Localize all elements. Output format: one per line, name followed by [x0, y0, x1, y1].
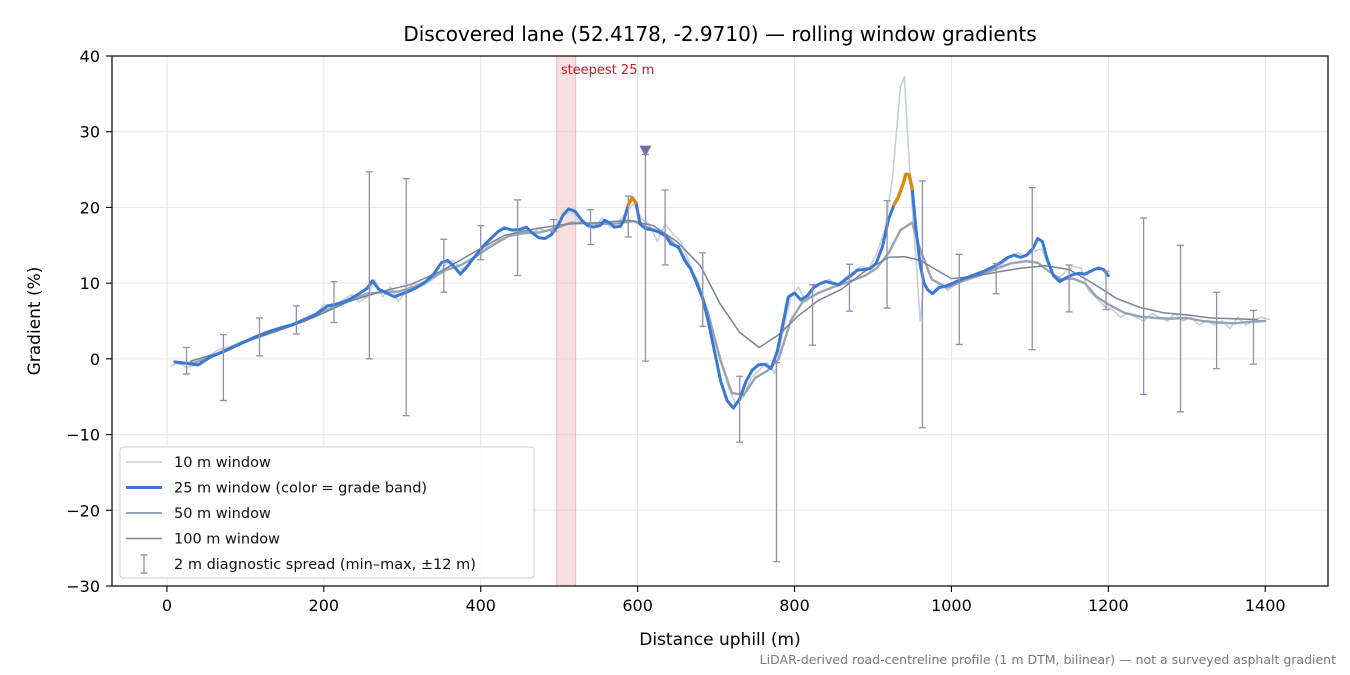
legend-label: 100 m window [174, 532, 280, 548]
spread-bars [183, 153, 1257, 563]
spread-bar-12 [624, 195, 632, 238]
y-tick-label-4: 10 [80, 274, 100, 293]
spread-bar-24 [1028, 187, 1036, 351]
y-tick-label-0: −30 [66, 577, 100, 596]
legend-label: 50 m window [174, 506, 271, 522]
y-axis-title: Gradient (%) [25, 267, 45, 376]
spread-bar-7 [440, 238, 448, 293]
spread-bar-10 [550, 218, 558, 233]
max-marker-layer [639, 145, 652, 157]
x-tick-label-6: 1200 [1088, 596, 1129, 615]
y-tick-label-3: 0 [90, 350, 100, 369]
spread-bar-27 [1140, 217, 1148, 396]
spread-bar-0 [183, 346, 191, 375]
x-tick-label-1: 200 [309, 596, 340, 615]
legend-item-w10: 10 m window [126, 455, 271, 471]
y-axis: −30 −20 −10 0 10 20 30 40 [66, 47, 112, 596]
y-tick-label-6: 30 [80, 123, 100, 142]
x-tick-label-5: 1000 [931, 596, 972, 615]
x-tick-label-2: 400 [465, 596, 496, 615]
legend-box [119, 446, 535, 579]
spread-bar-15 [699, 252, 707, 327]
spread-bar-29 [1213, 291, 1221, 370]
spread-bar-5 [365, 171, 373, 360]
steepest-section-band [556, 55, 577, 587]
series-layer [170, 75, 1270, 410]
series-w25-steep-segment-0 [626, 195, 638, 207]
y-tick-label-5: 20 [80, 198, 100, 217]
legend-label: 10 m window [174, 455, 271, 471]
legend-item-w25: 25 m window (color = grade band) [126, 481, 427, 497]
spread-bar-2 [255, 317, 263, 357]
spread-bar-6 [402, 178, 410, 417]
x-axis-title: Distance uphill (m) [639, 630, 800, 650]
spread-bar-23 [992, 262, 1000, 295]
x-tick-label-4: 800 [779, 596, 810, 615]
y-tick-label-1: −20 [66, 501, 100, 520]
spread-bar-22 [955, 253, 963, 346]
spread-bar-8 [477, 224, 485, 261]
max-marker [639, 145, 652, 157]
series-w25 [173, 172, 1110, 410]
spread-bar-20 [883, 199, 891, 309]
legend-label: 2 m diagnostic spread (min–max, ±12 m) [174, 557, 476, 573]
spread-bar-19 [845, 263, 853, 312]
x-axis: 0 200 400 600 800 1000 1200 1400 [162, 586, 1286, 615]
series-w100 [189, 219, 1259, 362]
legend-label: 25 m window (color = grade band) [174, 481, 427, 497]
x-tick-label-3: 600 [622, 596, 653, 615]
legend-item-w100: 100 m window [126, 532, 280, 548]
spread-bar-1 [219, 333, 227, 402]
spread-bar-26 [1102, 270, 1110, 311]
y-tick-label-7: 40 [80, 47, 100, 66]
spread-bar-3 [292, 305, 300, 335]
legend-item-w50: 50 m window [126, 506, 271, 522]
legend-item-spread: 2 m diagnostic spread (min–max, ±12 m) [140, 554, 476, 574]
series-w25-steep-segment-1 [892, 172, 914, 207]
spread-bar-25 [1065, 264, 1073, 313]
footnote: LiDAR-derived road-centreline profile (1… [760, 652, 1336, 667]
spread-bar-28 [1177, 244, 1185, 413]
x-tick-label-0: 0 [162, 596, 172, 615]
y-tick-label-2: −10 [66, 426, 100, 445]
plot-frame [111, 55, 1329, 587]
spread-bar-30 [1249, 309, 1257, 365]
spread-bar-4 [330, 280, 338, 324]
x-tick-label-7: 1400 [1245, 596, 1286, 615]
legend: 10 m window 25 m window (color = grade ba… [119, 446, 535, 579]
spread-bar-14 [661, 189, 669, 266]
spread-bar-18 [809, 284, 817, 346]
spread-bar-21 [918, 180, 926, 429]
spread-bar-11 [587, 209, 595, 246]
spread-bar-9 [514, 199, 522, 277]
steepest-section-label: steepest 25 m [561, 63, 654, 78]
spread-bar-17 [772, 361, 780, 563]
spread-bar-16 [736, 375, 744, 443]
chart-title: Discovered lane (52.4178, -2.9710) — rol… [403, 22, 1036, 46]
